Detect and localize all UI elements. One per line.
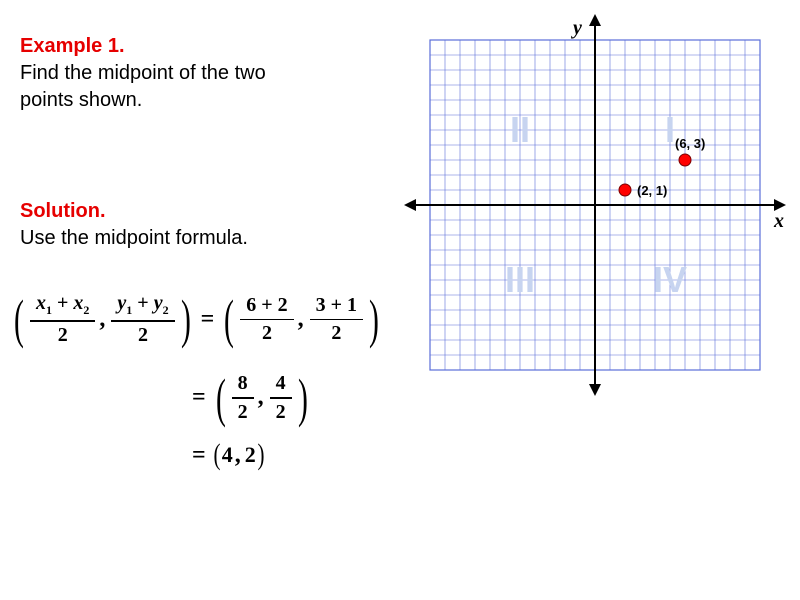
s2-frac-1: 8 2 (232, 370, 254, 426)
solution-heading: Solution. (20, 200, 106, 223)
lhs-frac-1: x1 + x2 2 (30, 290, 95, 349)
lhs-x2-sub: 2 (83, 303, 89, 317)
s1-den2: 2 (325, 320, 347, 347)
s1-frac-2: 3 + 1 2 (310, 292, 363, 348)
lhs-y2-sub: 2 (163, 303, 169, 317)
svg-text:(2, 1): (2, 1) (637, 183, 667, 198)
formula-row-1: ( x1 + x2 2 , y1 + y2 2 ) = ( 6 + 2 2 , … (10, 290, 383, 349)
solution-instruction: Use the midpoint formula. (20, 225, 248, 252)
formula-row-3: = ( 4 , 2 ) (186, 440, 266, 470)
lhs-op1: + (57, 292, 68, 314)
lhs-x2: x (73, 292, 83, 314)
s1-close-paren: ) (365, 292, 383, 346)
s2-comma: , (258, 384, 264, 411)
svg-text:III: III (505, 259, 535, 300)
s2-den2: 2 (270, 399, 292, 426)
s2-num2: 4 (270, 370, 292, 397)
formula-row-2: = ( 8 2 , 4 2 ) (186, 370, 312, 426)
s3-close-paren: ) (256, 440, 266, 470)
lhs-den2: 2 (132, 322, 154, 349)
coordinate-graph: IIIIIIIVxy(6, 3)(2, 1) (400, 10, 790, 430)
svg-text:II: II (510, 109, 530, 150)
s2-frac-2: 4 2 (270, 370, 292, 426)
svg-text:(6, 3): (6, 3) (675, 136, 705, 151)
s2-open-paren: ( (212, 371, 230, 425)
lhs-den1: 2 (52, 322, 74, 349)
prompt-line1: Find the midpoint of the two (20, 62, 266, 84)
prompt-line2: points shown. (20, 89, 142, 111)
svg-text:IV: IV (653, 259, 687, 300)
s3-b: 2 (245, 442, 256, 468)
equals-3: = (192, 442, 206, 469)
lhs-frac-2: y1 + y2 2 (111, 290, 174, 349)
lhs-x1: x (36, 292, 46, 314)
s3-open-paren: ( (212, 440, 222, 470)
s3-a: 4 (222, 442, 233, 468)
lhs-open-paren: ( (10, 292, 28, 346)
s2-num1: 8 (232, 370, 254, 397)
s1-num1: 6 + 2 (240, 292, 293, 319)
svg-text:I: I (665, 109, 675, 150)
lhs-close-paren: ) (177, 292, 195, 346)
svg-text:y: y (571, 17, 582, 39)
equals-1: = (201, 306, 215, 333)
lhs-y1: y (117, 292, 126, 314)
lhs-y1-sub: 1 (126, 303, 132, 317)
lhs-y2: y (154, 292, 163, 314)
s2-close-paren: ) (294, 371, 312, 425)
s3-comma: , (235, 442, 241, 469)
example-heading: Example 1. (20, 35, 125, 58)
s2-den1: 2 (232, 399, 254, 426)
s1-frac-1: 6 + 2 2 (240, 292, 293, 348)
s1-den1: 2 (256, 320, 278, 347)
s1-comma: , (298, 306, 304, 333)
lhs-comma: , (99, 306, 105, 333)
s1-num2: 3 + 1 (310, 292, 363, 319)
lhs-x1-sub: 1 (46, 303, 52, 317)
svg-text:x: x (773, 210, 784, 232)
lhs-op2: + (137, 292, 148, 314)
s1-open-paren: ( (220, 292, 238, 346)
equals-2: = (192, 384, 206, 411)
prompt-text: Find the midpoint of the two points show… (20, 60, 266, 114)
